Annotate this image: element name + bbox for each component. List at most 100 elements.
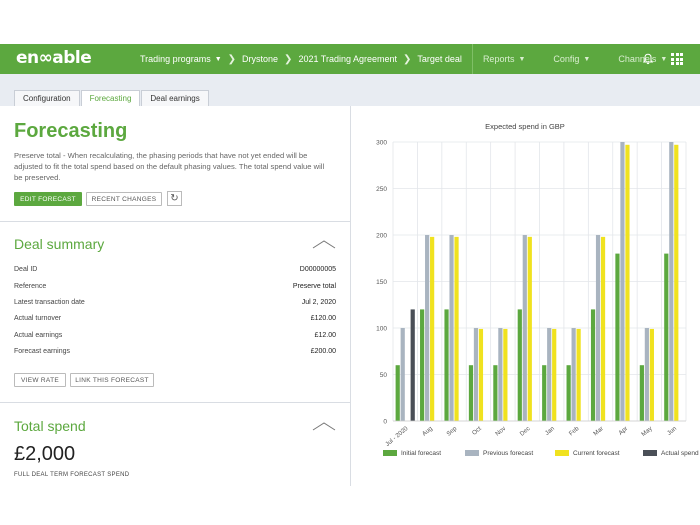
- bar-current-forecast: [478, 328, 484, 421]
- y-tick-label: 150: [376, 279, 387, 286]
- left-panel: [0, 106, 350, 525]
- bar-current-forecast: [503, 328, 508, 421]
- collapse-chevron-icon[interactable]: [312, 239, 336, 249]
- legend-swatch: [555, 450, 569, 456]
- legend-label: Current forecast: [573, 450, 620, 457]
- bar-previous-forecast: [595, 235, 601, 421]
- actual-earnings-value: £12.00: [314, 332, 336, 339]
- bar-initial-forecast: [444, 309, 449, 421]
- refresh-icon: ↻: [170, 193, 179, 204]
- legend-label: Previous forecast: [483, 450, 533, 457]
- legend-swatch: [643, 450, 657, 456]
- x-tick-label: Jul - 2020: [384, 425, 410, 448]
- section-divider: [0, 402, 350, 403]
- chevron-down-icon: ▼: [660, 55, 668, 63]
- deal-summary-title: Deal summary: [14, 236, 105, 252]
- bar-current-forecast: [430, 236, 435, 421]
- bar-previous-forecast: [425, 235, 430, 421]
- forecast-description: Preserve total - When recalculating, the…: [14, 151, 325, 182]
- x-tick-label: Jun: [666, 425, 679, 437]
- x-tick-label: Nov: [494, 425, 508, 438]
- breadcrumb-drystone[interactable]: Drystone: [242, 54, 279, 64]
- recent-changes-button[interactable]: RECENT CHANGES: [86, 192, 162, 206]
- total-spend-amount: £2,000: [14, 443, 76, 465]
- y-tick-label: 200: [376, 233, 387, 240]
- refresh-button[interactable]: ↻: [167, 191, 182, 206]
- bar-previous-forecast: [522, 235, 527, 421]
- bar-previous-forecast: [547, 328, 552, 421]
- enable-logo[interactable]: en∞able: [16, 48, 92, 68]
- bar-initial-forecast: [468, 365, 474, 421]
- nav-config-label: Config: [553, 54, 580, 64]
- chevron-right-icon: ❯: [227, 53, 237, 65]
- link-forecast-button[interactable]: LINK THIS FORECAST: [70, 373, 154, 387]
- page-title: Forecasting: [14, 120, 128, 142]
- nav-reports[interactable]: Reports ▼: [483, 54, 525, 64]
- tab-forecasting[interactable]: Forecasting: [80, 90, 141, 106]
- tab-configuration[interactable]: Configuration: [14, 90, 80, 106]
- collapse-chevron-icon[interactable]: [312, 421, 336, 431]
- reference-value: Preserve total: [292, 283, 336, 290]
- latest-transaction-value: Jul 2, 2020: [301, 299, 336, 306]
- bar-initial-forecast: [493, 365, 498, 421]
- bar-previous-forecast: [620, 142, 625, 421]
- bar-current-forecast: [600, 236, 606, 421]
- apps-grid-icon[interactable]: [671, 53, 683, 65]
- tab-bar: Configuration Forecasting Deal earnings: [14, 90, 210, 106]
- bar-actual-spend: [410, 309, 415, 421]
- actual-earnings-label: Actual earnings: [14, 332, 63, 339]
- bar-current-forecast: [527, 236, 532, 421]
- breadcrumb-trading-programs[interactable]: Trading programs ▼: [140, 54, 222, 64]
- breadcrumb-target-deal[interactable]: Target deal: [417, 54, 462, 64]
- legend-label: Initial forecast: [401, 450, 441, 457]
- chevron-right-icon: ❯: [403, 53, 412, 65]
- deal-id-value: D00000005: [299, 266, 336, 273]
- bar-previous-forecast: [449, 235, 454, 421]
- x-tick-label: Feb: [568, 425, 581, 438]
- bar-previous-forecast: [644, 328, 649, 421]
- bar-current-forecast: [649, 328, 654, 421]
- bar-current-forecast: [674, 144, 679, 421]
- reference-label: Reference: [14, 283, 47, 290]
- expected-spend-chart: Expected spend in GBP 0 50 100 150 200 250 300…: [376, 122, 699, 457]
- bar-initial-forecast: [664, 253, 669, 421]
- actual-turnover-label: Actual turnover: [14, 315, 62, 322]
- x-tick-label: May: [640, 425, 654, 438]
- view-rate-button[interactable]: VIEW RATE: [14, 373, 66, 387]
- bar-initial-forecast: [517, 309, 522, 421]
- chart-title: Expected spend in GBP: [485, 122, 565, 131]
- nav-channels-label: Channels: [618, 54, 657, 64]
- tab-deal-earnings[interactable]: Deal earnings: [141, 90, 209, 106]
- nav-divider: [471, 44, 473, 74]
- y-tick-label: 0: [383, 419, 387, 426]
- breadcrumb: Trading programs ▼ ❯ Drystone ❯ 2021 Tra…: [140, 44, 695, 74]
- bar-previous-forecast: [669, 142, 674, 421]
- total-spend-caption: FULL DEAL TERM FORECAST SPEND: [14, 472, 130, 478]
- nav-config[interactable]: Config ▼: [553, 54, 590, 64]
- chevron-down-icon: ▼: [583, 55, 591, 63]
- bar-current-forecast: [625, 144, 630, 421]
- total-spend-title: Total spend: [14, 418, 86, 434]
- bar-previous-forecast: [400, 328, 405, 421]
- y-tick-label: 300: [376, 140, 387, 147]
- y-tick-label: 50: [380, 372, 388, 379]
- forecast-earnings-label: Forecast earnings: [14, 348, 71, 355]
- bar-initial-forecast: [615, 253, 620, 421]
- chevron-down-icon: ▼: [518, 55, 526, 63]
- latest-transaction-label: Latest transaction date: [14, 299, 85, 306]
- section-divider: [0, 221, 350, 222]
- bar-initial-forecast: [566, 365, 571, 421]
- bar-initial-forecast: [590, 309, 596, 421]
- y-tick-label: 100: [376, 326, 387, 333]
- bar-previous-forecast: [498, 328, 503, 421]
- bar-initial-forecast: [420, 309, 425, 421]
- panel-divider: [350, 106, 351, 486]
- bell-icon[interactable]: [642, 53, 654, 65]
- x-tick-label: Oct: [471, 425, 483, 437]
- x-tick-label: Jan: [544, 425, 557, 437]
- bar-previous-forecast: [473, 328, 479, 421]
- nav-channels[interactable]: Channels ▼: [618, 54, 667, 64]
- edit-forecast-button[interactable]: EDIT FORECAST: [14, 192, 82, 206]
- deal-id-label: Deal ID: [14, 266, 38, 273]
- breadcrumb-trading-agreement[interactable]: 2021 Trading Agreement: [298, 54, 398, 64]
